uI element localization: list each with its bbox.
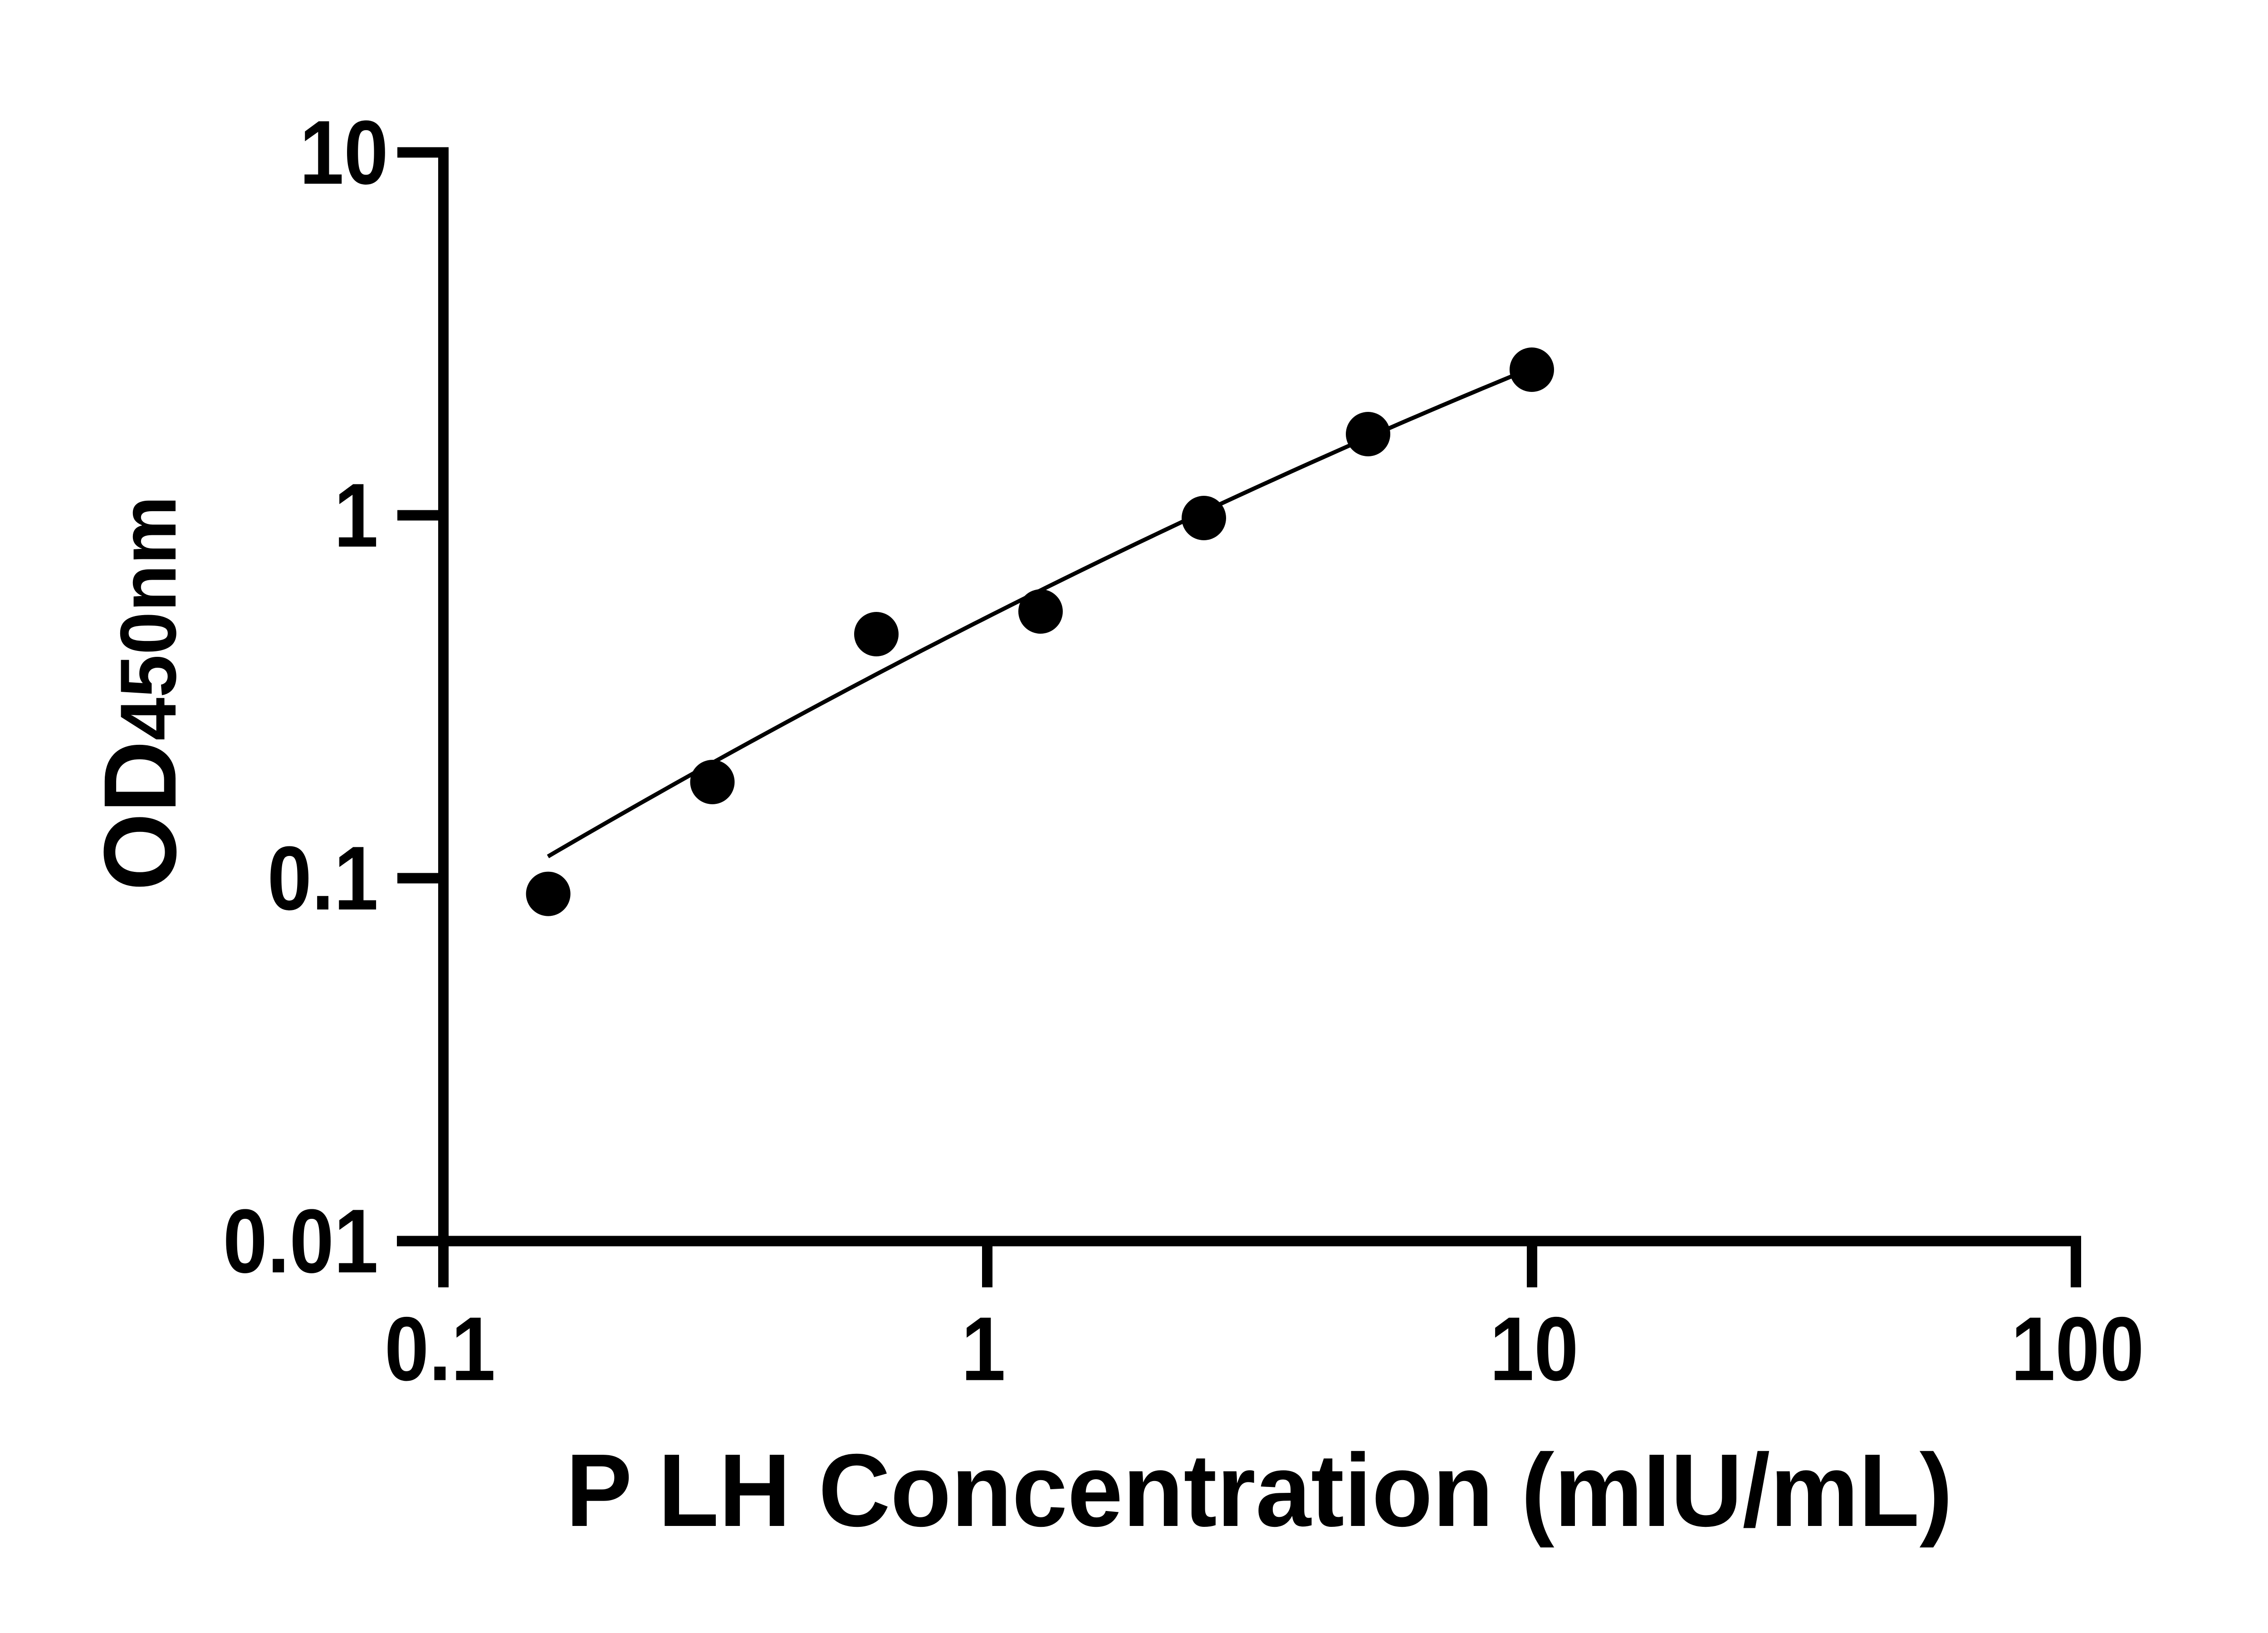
svg-text:10: 10 xyxy=(1490,1298,1579,1399)
svg-text:1: 1 xyxy=(961,1298,1006,1399)
svg-text:P LH Concentration (mIU/mL): P LH Concentration (mIU/mL) xyxy=(566,1433,1953,1548)
svg-text:0.01: 0.01 xyxy=(223,1190,378,1291)
svg-text:OD450nm: OD450nm xyxy=(83,496,197,891)
svg-text:100: 100 xyxy=(2011,1298,2144,1399)
svg-text:1: 1 xyxy=(334,464,378,566)
svg-text:10: 10 xyxy=(299,101,388,203)
svg-text:0.1: 0.1 xyxy=(267,827,378,929)
svg-text:0.1: 0.1 xyxy=(385,1298,496,1399)
